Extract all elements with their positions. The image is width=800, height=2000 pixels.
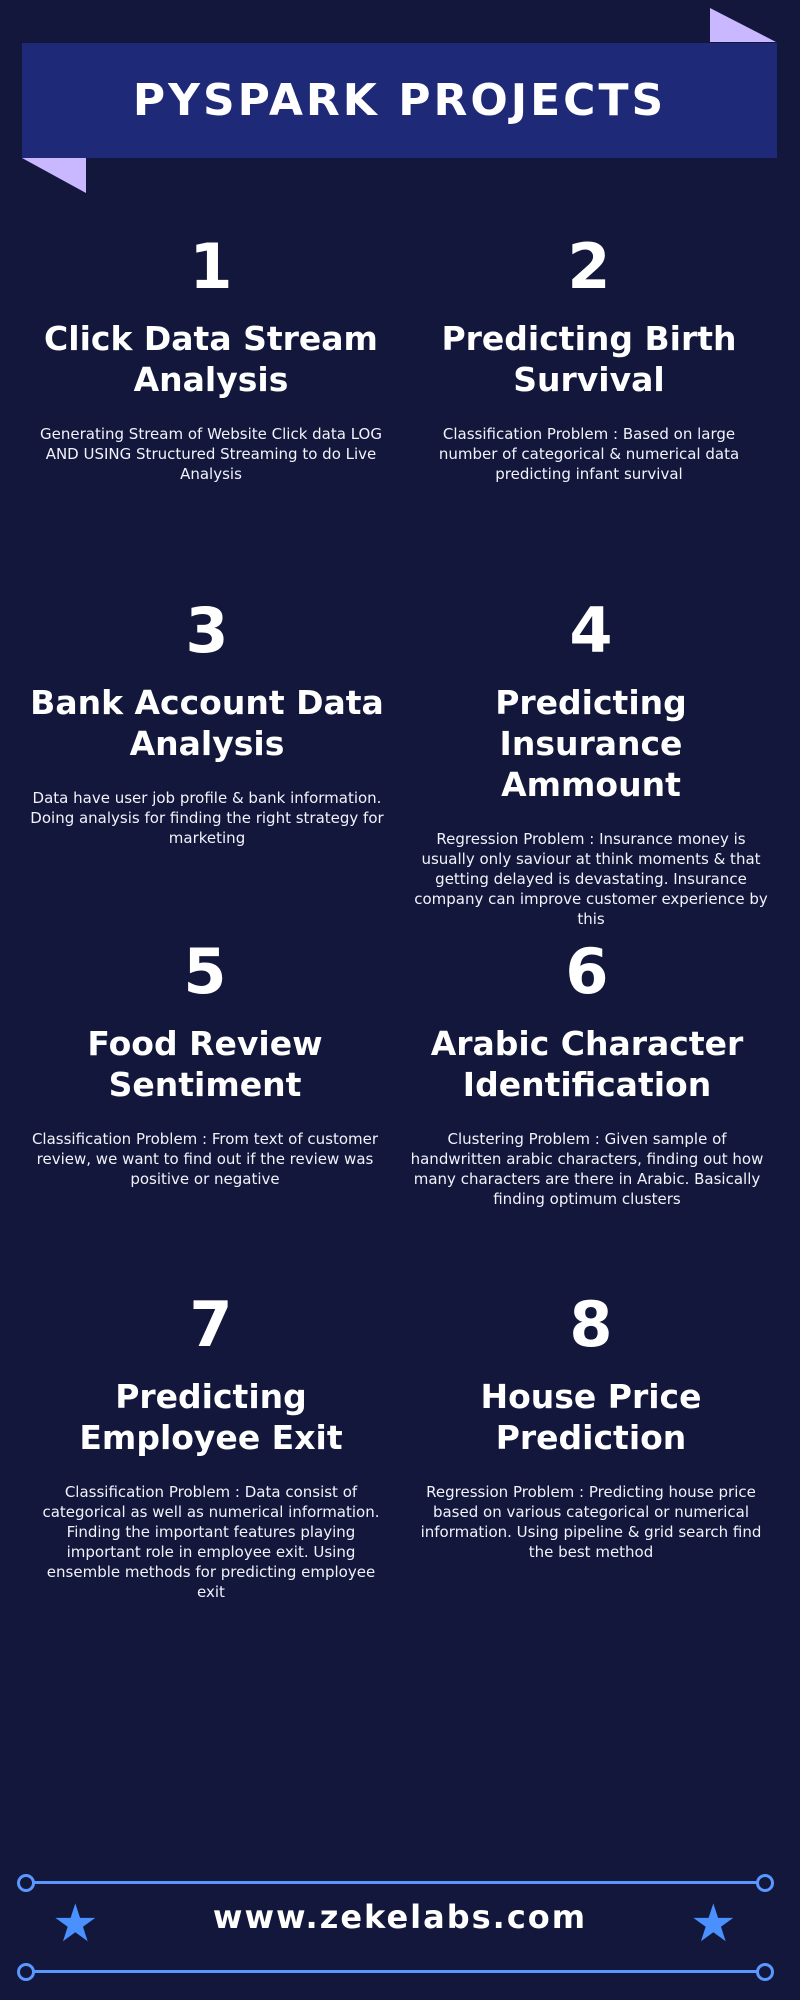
project-title: Bank Account Data Analysis — [30, 683, 384, 763]
footer-bottom-line — [26, 1970, 766, 1973]
footer-url: www.zekelabs.com — [212, 1898, 588, 1936]
project-number: 8 — [569, 1288, 613, 1361]
project-description: Clustering Problem : Given sample of han… — [410, 1130, 764, 1208]
project-card-1: 1 Click Data Stream Analysis Generating … — [26, 230, 396, 484]
project-title: House Price Prediction — [480, 1377, 702, 1457]
footer-bottom-right-dot — [756, 1963, 774, 1981]
project-card-7: 7 Predicting Employee Exit Classificatio… — [26, 1288, 396, 1602]
project-description: Data have user job profile & bank inform… — [30, 789, 384, 847]
project-description: Regression Problem : Predicting house pr… — [420, 1483, 762, 1561]
header-banner: PYSPARK PROJECTS — [22, 43, 777, 158]
project-card-5: 5 Food Review Sentiment Classification P… — [20, 935, 390, 1189]
project-description: Generating Stream of Website Click data … — [40, 425, 382, 483]
project-card-2: 2 Predicting Birth Survival Classificati… — [404, 230, 774, 484]
project-title: Predicting Insurance Ammount — [495, 683, 687, 804]
project-description: Classification Problem : Data consist of… — [42, 1483, 380, 1601]
page-title: PYSPARK PROJECTS — [132, 75, 667, 126]
star-icon: ★ — [52, 1894, 99, 1954]
banner-fold-top — [710, 8, 776, 42]
project-number: 6 — [565, 935, 609, 1008]
project-number: 5 — [183, 935, 227, 1008]
banner-fold-bottom — [22, 158, 86, 193]
footer-top-right-dot — [756, 1874, 774, 1892]
project-description: Regression Problem : Insurance money is … — [414, 830, 768, 928]
footer-top-left-dot — [17, 1874, 35, 1892]
project-description: Classification Problem : From text of cu… — [31, 1130, 379, 1188]
star-icon: ★ — [690, 1894, 737, 1954]
project-number: 4 — [569, 594, 613, 667]
footer-top-line — [26, 1881, 766, 1884]
project-number: 1 — [189, 230, 233, 303]
project-title: Food Review Sentiment — [87, 1024, 323, 1104]
project-number: 3 — [185, 594, 229, 667]
project-title: Predicting Birth Survival — [441, 319, 737, 399]
footer-bottom-left-dot — [17, 1963, 35, 1981]
project-number: 2 — [567, 230, 611, 303]
project-description: Classification Problem : Based on large … — [438, 425, 740, 483]
project-number: 7 — [189, 1288, 233, 1361]
project-title: Predicting Employee Exit — [79, 1377, 343, 1457]
project-card-3: 3 Bank Account Data Analysis Data have u… — [22, 594, 392, 848]
project-card-6: 6 Arabic Character Identification Cluste… — [402, 935, 772, 1209]
project-card-8: 8 House Price Prediction Regression Prob… — [406, 1288, 776, 1562]
project-card-4: 4 Predicting Insurance Ammount Regressio… — [406, 594, 776, 929]
project-title: Arabic Character Identification — [430, 1024, 744, 1104]
project-title: Click Data Stream Analysis — [44, 319, 378, 399]
